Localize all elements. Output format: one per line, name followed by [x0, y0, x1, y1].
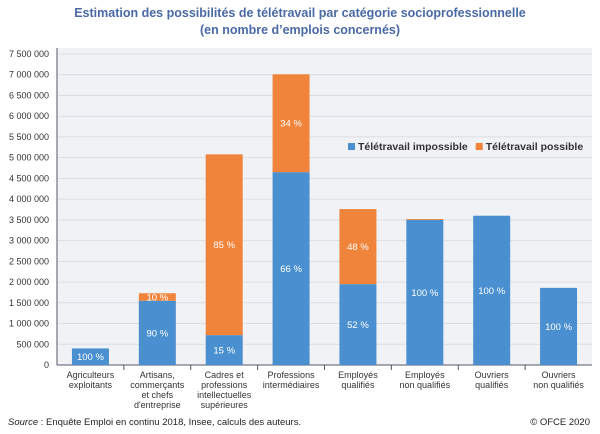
- legend-label: Télétravail possible: [486, 141, 584, 153]
- bar-impossible: [71, 348, 109, 365]
- y-tick-label: 7 500 000: [9, 49, 49, 59]
- bar-impossible: [205, 335, 243, 365]
- bar-possible: [205, 154, 243, 336]
- x-tick-label-line: intermédiaires: [263, 380, 320, 390]
- bar-impossible: [339, 284, 377, 365]
- x-tick-label-line: non qualifiés: [533, 380, 584, 390]
- y-tick-label: 5 000 000: [9, 153, 49, 163]
- source-note: Source : Enquête Emploi en continu 2018,…: [8, 417, 301, 428]
- y-tick-label: 1 000 000: [9, 319, 49, 329]
- x-tick-label: Ouvriers qualifiés: [475, 370, 510, 390]
- x-tick-label: Artisans, commerçants et chefs d'entreprise: [130, 370, 185, 410]
- x-tick-label-line: d'entreprise: [134, 400, 181, 410]
- y-tick-label: 1 500 000: [9, 298, 49, 308]
- x-tick-label: Agriculteurs exploitants: [67, 370, 115, 390]
- y-tick-label: 4 500 000: [9, 173, 49, 183]
- data-label: 90 %: [146, 328, 168, 339]
- data-label: 100 %: [411, 288, 438, 299]
- x-tick-label-line: commerçants: [130, 380, 185, 390]
- x-tick-label-line: professions: [201, 380, 248, 390]
- bar-impossible: [406, 219, 444, 365]
- bar-possible: [272, 74, 310, 173]
- y-tick-label: 6 000 000: [9, 111, 49, 121]
- data-label: 100 %: [478, 286, 505, 297]
- data-label: 52 %: [347, 320, 369, 331]
- data-label: 66 %: [280, 264, 302, 275]
- y-tick-label: 5 500 000: [9, 132, 49, 142]
- data-label: 15 %: [213, 346, 235, 357]
- y-tick-label: 3 000 000: [9, 236, 49, 246]
- chart-subtitle: (en nombre d’emplois concernés): [199, 23, 401, 37]
- x-tick-label-line: qualifiés: [341, 380, 375, 390]
- x-tick-label-line: Ouvriers: [542, 370, 577, 380]
- y-tick-label: 4 000 000: [9, 194, 49, 204]
- source-label: Source: [8, 417, 39, 428]
- legend-label: Télétravail impossible: [358, 141, 468, 153]
- x-tick-label-line: intellectuelles: [197, 390, 252, 400]
- x-tick-label: Employés non qualifiés: [400, 370, 451, 390]
- y-tick-label: 500 000: [16, 339, 49, 349]
- x-tick-label-line: Agriculteurs: [67, 370, 115, 380]
- y-tick-label: 2 000 000: [9, 277, 49, 287]
- x-tick-label-line: non qualifiés: [400, 380, 451, 390]
- x-tick-label: Cadres et professions intellectuelles supér…: [197, 370, 252, 410]
- x-tick-label: Ouvriers non qualifiés: [533, 370, 584, 390]
- copyright: © OFCE 2020: [530, 417, 590, 428]
- y-tick-label: 0: [44, 360, 49, 370]
- data-label: 100 %: [77, 352, 104, 363]
- x-tick-label-line: qualifiés: [475, 380, 509, 390]
- bar-possible: [406, 219, 444, 220]
- legend-swatch: [348, 143, 355, 150]
- x-tick-label: Professions intermédiaires: [263, 370, 320, 390]
- data-label: 85 %: [213, 240, 235, 251]
- y-tick-label: 2 500 000: [9, 256, 49, 266]
- source-text: : Enquête Emploi en continu 2018, Insee,…: [38, 417, 302, 428]
- data-label: 10 %: [146, 292, 168, 303]
- data-label: 34 %: [280, 119, 302, 130]
- x-tick-label-line: Artisans,: [140, 370, 175, 380]
- bar-impossible: [272, 172, 310, 365]
- bar-impossible: [473, 215, 511, 365]
- chart-title: Estimation des possibilités de télétrava…: [74, 6, 526, 20]
- x-tick-label-line: Employés: [338, 370, 378, 380]
- y-tick-label: 6 500 000: [9, 90, 49, 100]
- x-tick-label-line: exploitants: [69, 380, 113, 390]
- x-tick-label-line: Cadres et: [205, 370, 245, 380]
- legend-swatch: [475, 143, 483, 150]
- bar-impossible: [138, 300, 176, 365]
- x-tick-label: Employés qualifiés: [338, 370, 378, 390]
- bar-possible: [339, 209, 377, 285]
- y-tick-label: 3 500 000: [9, 215, 49, 225]
- x-tick-label-line: Employés: [405, 370, 445, 380]
- x-tick-label-line: Ouvriers: [475, 370, 510, 380]
- data-label: 100 %: [545, 322, 572, 333]
- x-tick-label-line: Professions: [268, 370, 316, 380]
- x-tick-label-line: supérieures: [201, 400, 249, 410]
- bar-possible: [138, 293, 176, 301]
- data-label: 48 %: [347, 242, 369, 253]
- y-tick-label: 7 000 000: [9, 70, 49, 80]
- bar-impossible: [540, 287, 578, 365]
- x-tick-label-line: et chefs: [142, 390, 174, 400]
